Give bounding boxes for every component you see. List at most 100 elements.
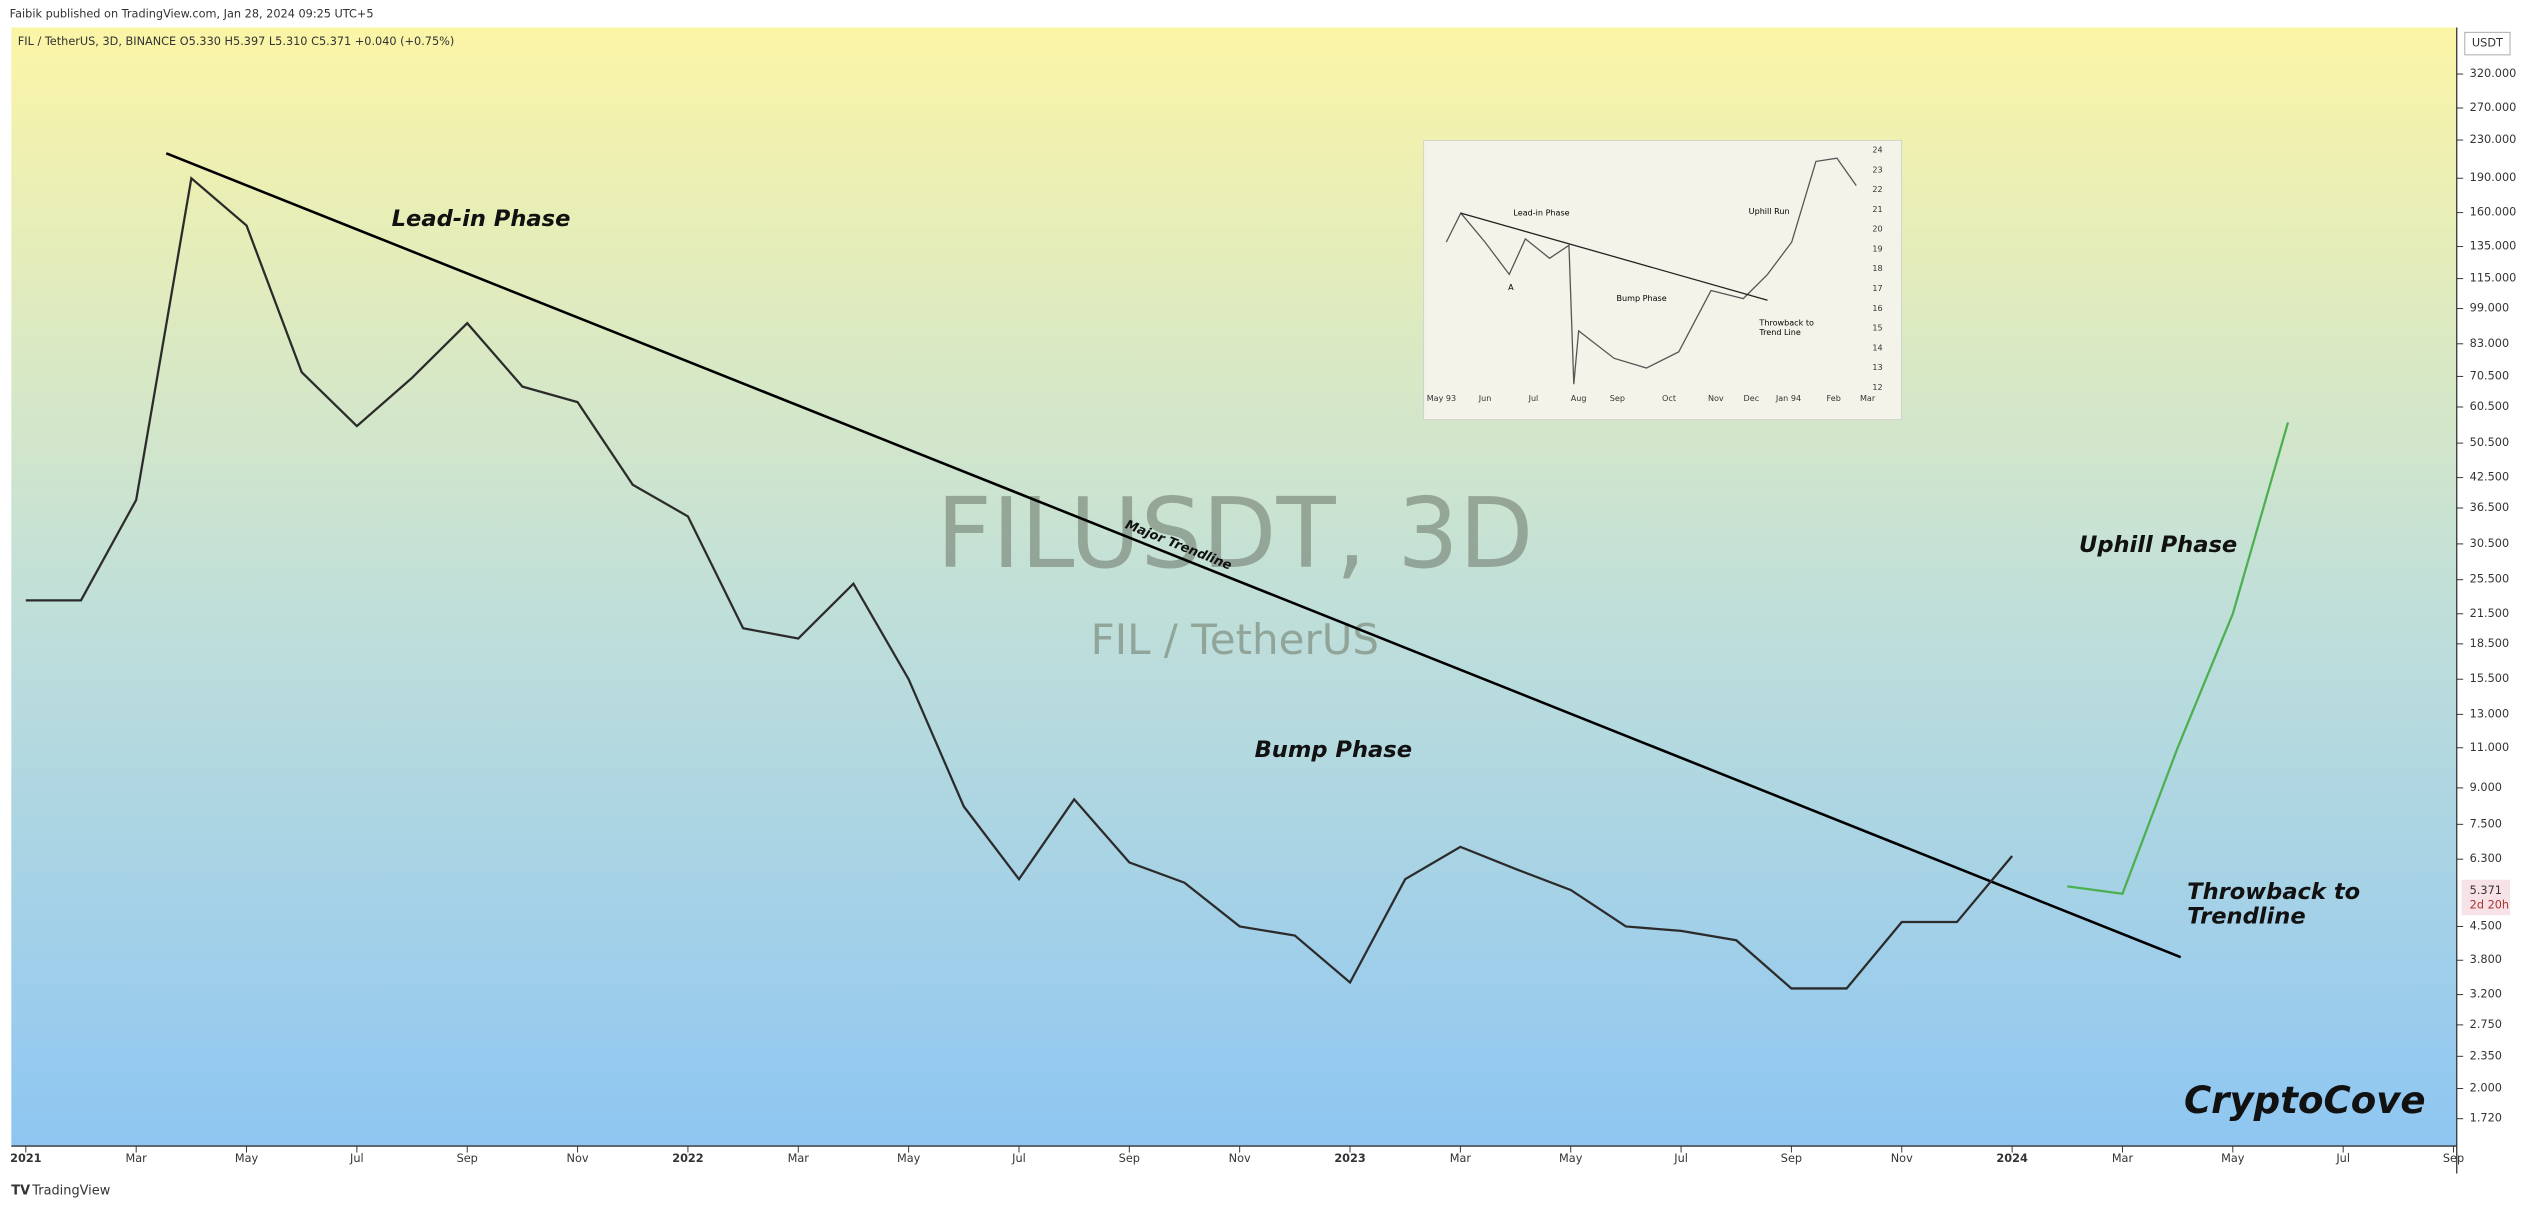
inset-x-label: May 93 — [1427, 394, 1456, 403]
trendline — [165, 152, 2182, 959]
x-tick-label: Mar — [788, 1152, 810, 1165]
x-tick-label: 2022 — [672, 1152, 703, 1165]
y-tick-label: 21.500 — [2470, 607, 2509, 620]
annotation: Throwback to — [2187, 879, 2360, 905]
inset-y-label: 23 — [1872, 165, 1882, 174]
inset-y-label: 14 — [1872, 343, 1882, 352]
price-line — [2067, 422, 2290, 895]
annotation: Uphill Phase — [2079, 532, 2237, 558]
x-tick-label: Nov — [1891, 1152, 1913, 1165]
inset-x-label: Dec — [1744, 394, 1760, 403]
inset-y-label: 24 — [1872, 146, 1882, 155]
inset-y-label: 12 — [1872, 383, 1882, 392]
x-tick-label: Sep — [2443, 1152, 2464, 1165]
x-tick-label: Mar — [126, 1152, 148, 1165]
x-tick-label: Sep — [1119, 1152, 1140, 1165]
x-tick-label: Mar — [1450, 1152, 1472, 1165]
y-tick-label: 3.200 — [2470, 988, 2502, 1001]
y-tick-label: 160.000 — [2470, 206, 2517, 219]
inset-label: Lead-in Phase — [1513, 209, 1569, 218]
x-tick-label: May — [2221, 1152, 2245, 1165]
y-tick-label: 11.000 — [2470, 741, 2509, 754]
inset-x-label: Oct — [1662, 394, 1676, 403]
x-tick-label: Jul — [2335, 1152, 2350, 1165]
last-price-tag — [2461, 879, 2511, 916]
footer-logo: TV — [11, 1184, 30, 1199]
inset-y-label: 13 — [1872, 363, 1882, 372]
y-tick-label: 3.800 — [2470, 953, 2502, 966]
inset-y-label: 15 — [1872, 324, 1882, 333]
y-tick-label: 6.300 — [2470, 852, 2502, 865]
x-tick-label: Nov — [1229, 1152, 1251, 1165]
x-tick-label: Nov — [567, 1152, 589, 1165]
y-tick-label: 270.000 — [2470, 101, 2517, 114]
y-tick-label: 9.000 — [2470, 781, 2502, 794]
watermark-ticker: FILUSDT, 3D — [936, 477, 1533, 590]
y-tick-label: 320.000 — [2470, 67, 2517, 80]
x-tick-label: 2023 — [1334, 1152, 1365, 1165]
inset-y-label: 21 — [1872, 205, 1882, 214]
x-tick-label: Jul — [1673, 1152, 1688, 1165]
inset-x-label: Mar — [1860, 394, 1876, 403]
inset-x-label: Nov — [1708, 394, 1724, 403]
inset-label: Throwback to — [1758, 318, 1814, 327]
y-tick-label: 18.500 — [2470, 637, 2509, 650]
x-tick-label: Jul — [1011, 1152, 1026, 1165]
y-tick-label: 30.500 — [2470, 537, 2509, 550]
inset-y-label: 20 — [1872, 225, 1882, 234]
annotation: Lead-in Phase — [392, 206, 571, 232]
inset-y-label: 17 — [1872, 284, 1882, 293]
y-tick-label: 2.000 — [2470, 1082, 2502, 1095]
inset-y-label: 16 — [1872, 304, 1882, 313]
y-tick-label: 2.350 — [2470, 1049, 2502, 1062]
inset-price-line — [1445, 157, 1857, 385]
inset-background — [1423, 140, 1902, 421]
y-tick-label: 15.500 — [2470, 672, 2509, 685]
inset-x-label: Jan 94 — [1775, 394, 1801, 403]
currency-box[interactable] — [2464, 31, 2511, 56]
y-tick-label: 50.500 — [2470, 436, 2509, 449]
y-tick-label: 36.500 — [2470, 501, 2509, 514]
x-tick-label: Mar — [2112, 1152, 2134, 1165]
inset-y-label: 19 — [1872, 244, 1882, 253]
y-tick-label: 83.000 — [2470, 337, 2509, 350]
x-tick-label: Sep — [1781, 1152, 1802, 1165]
annotation: Trendline — [2187, 903, 2305, 929]
annotation: Bump Phase — [1255, 737, 1412, 763]
y-tick-label: 115.000 — [2470, 272, 2517, 285]
watermark-name: FIL / TetherUS — [1091, 615, 1379, 664]
y-tick-label: 230.000 — [2470, 133, 2517, 146]
publisher-text: Faibik published on TradingView.com, Jan… — [10, 8, 374, 21]
inset-x-label: Jun — [1478, 394, 1492, 403]
footer-brand: TradingView — [31, 1184, 110, 1199]
x-tick-label: May — [235, 1152, 259, 1165]
inset-x-label: Feb — [1827, 394, 1841, 403]
last-price: 5.371 — [2470, 884, 2502, 897]
inset-label: A — [1508, 283, 1514, 292]
y-tick-label: 190.000 — [2470, 171, 2517, 184]
inset-x-label: Sep — [1610, 394, 1625, 403]
y-tick-label: 25.500 — [2470, 573, 2509, 586]
y-tick-label: 2.750 — [2470, 1018, 2502, 1031]
y-tick-label: 60.500 — [2470, 400, 2509, 413]
inset-y-label: 18 — [1872, 264, 1882, 273]
countdown: 2d 20h — [2470, 899, 2509, 912]
inset-trendline — [1460, 212, 1768, 301]
x-tick-label: May — [897, 1152, 921, 1165]
y-tick-label: 13.000 — [2470, 707, 2509, 720]
x-tick-label: May — [1559, 1152, 1583, 1165]
symbol-info: FIL / TetherUS, 3D, BINANCE O5.330 H5.39… — [18, 35, 455, 48]
y-tick-label: 1.720 — [2470, 1112, 2502, 1125]
inset-label: Uphill Run — [1749, 207, 1790, 216]
inset-x-label: Jul — [1528, 394, 1539, 403]
y-tick-label: 42.500 — [2470, 471, 2509, 484]
inset-y-label: 22 — [1872, 185, 1882, 194]
x-tick-label: Jul — [349, 1152, 364, 1165]
price-line — [25, 176, 2013, 990]
inset-label: Bump Phase — [1616, 294, 1666, 303]
x-tick-label: 2021 — [10, 1152, 42, 1165]
y-tick-label: 135.000 — [2470, 240, 2517, 253]
plot-background — [11, 27, 2457, 1147]
y-tick-label: 4.500 — [2470, 919, 2502, 932]
